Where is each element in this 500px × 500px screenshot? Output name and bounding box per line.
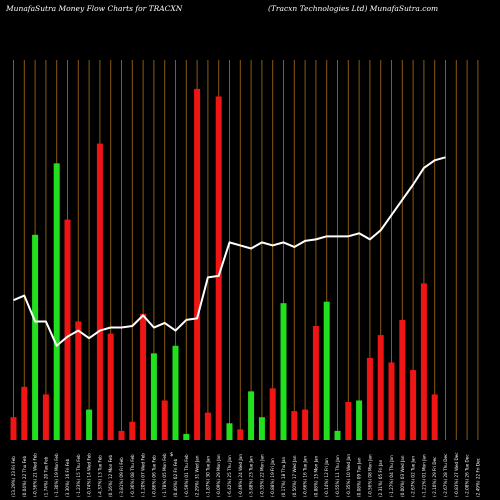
x-tick-label: (-0.55%) 11 Thu Jan [335, 455, 340, 497]
x-tick-label: (-4.37%) 13 Tue Feb [97, 455, 102, 497]
bar-up [258, 417, 265, 440]
x-tick-label: (0.00%) 03 Wed Jan [400, 455, 405, 497]
bar-up [356, 400, 363, 440]
bar-down [42, 394, 49, 440]
x-tick-label: (-2.10%) 29 Fri Dec [432, 456, 437, 497]
bar-down [75, 321, 82, 440]
bar-down [312, 326, 319, 440]
bar-down [118, 430, 125, 440]
bar-down [269, 388, 276, 440]
x-tick-label: (-0.35%) 22 Mon Jan [259, 454, 264, 497]
x-tick-label: (-0.86%) 06 Tue Feb [151, 455, 156, 497]
bar-up [334, 430, 341, 440]
bar-down [21, 386, 28, 440]
x-tick-label: (-0.88%) 19 Fri Jan [270, 458, 275, 497]
bar-down [410, 370, 417, 440]
x-tick-label: (-1.20%) 07 Wed Feb [141, 453, 146, 497]
bar-down [377, 335, 384, 440]
x-tick-label: (-2.08%) 26 Tue Dec [465, 454, 470, 497]
bar-up [53, 163, 60, 441]
x-tick-label: (2.49%) 22 Fri Dec [475, 457, 480, 497]
grid-lines [13, 60, 479, 440]
x-tick-label: (-0.59%) 01 Thu Feb [184, 454, 189, 497]
x-tick-label: (-2.67%) 28 Thu Dec [443, 453, 448, 497]
x-tick-label: (-1.30%) 19 Mon Feb [54, 453, 59, 497]
bar-down [291, 411, 298, 440]
bar-down [107, 333, 114, 440]
bar-up [248, 391, 255, 440]
bar-up [86, 409, 93, 440]
x-tick-label: (-1.23%) 15 Thu Feb [76, 454, 81, 497]
bar-down [194, 88, 201, 440]
x-tick-label: (-0.09%) 29 Mon Jan [216, 454, 221, 497]
x-tick-label: (1.74%) 20 Tue Feb [43, 456, 48, 497]
bar-down [302, 409, 309, 440]
bar-down [388, 362, 395, 440]
x-tick-label: (-0.66%) 16 Tue Jan [303, 456, 308, 497]
x-tick-label: (-3.81%) 09 Fri Feb [119, 457, 124, 497]
x-tick-label: (-1.27%) 04 Thu Jan [389, 455, 394, 497]
bar-up [172, 345, 179, 440]
bars [10, 88, 438, 441]
x-tick-label: (0.17%) 18 Thu Jan [281, 456, 286, 497]
x-tick-label: (2.29%) 31 Wed Jan [195, 455, 200, 497]
bar-down [161, 400, 168, 440]
x-tick-label: (-1.87%) 30 Tue Jan [205, 456, 210, 497]
bar-down [129, 421, 136, 440]
x-tick-label: (0.16%) 12 Mon Feb [108, 455, 113, 497]
chart-title: MunafaSutra Money Flow Charts for TRACXN [6, 4, 183, 13]
bar-down [237, 429, 244, 440]
bar-down [399, 319, 406, 440]
bottom-marker: $ [170, 452, 173, 458]
price-line-path [13, 156, 446, 347]
x-tick-label: (-0.56%) 08 Mon Jan [367, 454, 372, 497]
bar-up [226, 423, 233, 440]
x-tick-label: (-2.67%) 02 Tue Jan [411, 456, 416, 497]
bar-down [431, 394, 438, 440]
bar-down [96, 143, 103, 440]
x-tick-label: (0.40%) 02 Fri Feb [173, 458, 178, 497]
bar-down [140, 313, 147, 440]
x-tick-label: (13.29%) 23 Fri Feb [11, 456, 16, 497]
x-tick-label: (0.04%) 22 Thu Feb [22, 455, 27, 497]
x-tick-label: (-0.83%) 27 Wed Dec [454, 452, 459, 497]
x-tick-label: (-6.42%) 25 Thu Jan [227, 455, 232, 497]
x-tick-label: (-0.74%) 14 Wed Feb [87, 453, 92, 497]
bar-down [345, 402, 352, 440]
x-tick-label: (-1.78%) 05 Mon Feb [162, 453, 167, 497]
x-tick-label: (-0.49%) 24 Wed Jan [238, 454, 243, 497]
x-tick-label: (-0.14%) 12 Fri Jan [324, 458, 329, 497]
x-tick-label: (-0.36%) 08 Thu Feb [130, 454, 135, 497]
x-tick-label: (-0.35%) 10 Wed Jan [346, 454, 351, 497]
x-tick-label: (3.30%) 16 Fri Feb [65, 458, 70, 497]
bar-down [215, 96, 222, 440]
bar-up [323, 301, 330, 440]
x-tick-label: (-0.56%) 21 Wed Feb [33, 453, 38, 497]
x-tick-label: (-5.88%) 23 Tue Jan [249, 456, 254, 497]
x-tick-label: (0.08%) 09 Tue Jan [357, 457, 362, 497]
x-tick-label: (-1.21%) 01 Mon Jan [421, 454, 426, 497]
bar-down [10, 417, 17, 440]
bar-up [150, 353, 157, 440]
bar-down [64, 219, 71, 440]
bar-up [32, 234, 39, 440]
bar-down [366, 357, 373, 440]
bar-up [183, 433, 190, 440]
x-tick-label: (0.50%) 17 Wed Jan [292, 455, 297, 497]
price-line [13, 156, 446, 347]
chart-subtitle: (Tracxn Technologies Ltd) MunafaSutra.co… [268, 4, 439, 13]
bar-up [280, 303, 287, 440]
x-tick-label: (2.31%) 05 Fri Jan [378, 459, 383, 497]
bar-down [204, 412, 211, 440]
x-tick-label: (0.88%) 15 Mon Jan [313, 455, 318, 497]
x-axis-ticks: (13.29%) 23 Fri Feb (0.04%) 22 Thu Feb (-0… [11, 452, 480, 497]
bar-down [420, 283, 427, 440]
